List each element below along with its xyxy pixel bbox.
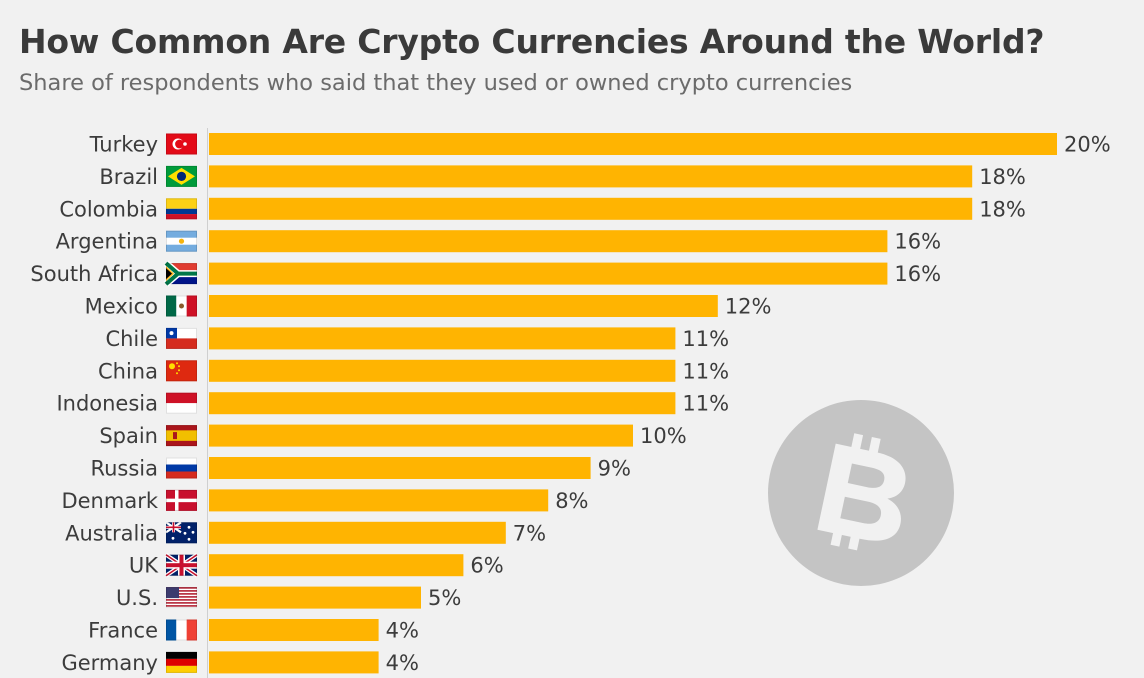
value-label: 4% <box>386 651 419 675</box>
turkey-flag-icon <box>166 133 197 155</box>
value-label: 10% <box>640 424 687 448</box>
us-flag-icon <box>166 587 197 609</box>
value-label: 5% <box>428 586 461 610</box>
spain-flag-icon <box>166 425 197 447</box>
china-flag-icon <box>166 360 197 382</box>
bar-u-s <box>209 586 421 609</box>
russia-flag-icon <box>166 457 197 479</box>
category-label: Brazil <box>99 165 158 189</box>
bar-australia <box>209 521 506 544</box>
value-label: 16% <box>894 262 941 286</box>
australia-flag-icon <box>165 521 197 544</box>
value-label: 6% <box>470 554 503 578</box>
south-africa-flag-icon <box>163 260 197 287</box>
category-label: Turkey <box>89 133 158 157</box>
bitcoin-icon <box>768 400 954 586</box>
germany-flag-icon <box>166 651 197 673</box>
bar-indonesia <box>209 392 676 415</box>
value-label: 12% <box>725 295 772 319</box>
category-label: Mexico <box>85 295 158 319</box>
category-label: Indonesia <box>56 392 158 416</box>
denmark-flag-icon <box>166 489 197 511</box>
category-label: Australia <box>65 521 158 545</box>
value-label: 18% <box>979 197 1026 221</box>
argentina-flag-icon <box>166 230 197 252</box>
bar-germany <box>209 651 379 674</box>
france-flag-icon <box>166 619 197 641</box>
category-label: Denmark <box>61 489 158 513</box>
value-label: 7% <box>513 521 546 545</box>
category-label: UK <box>129 554 159 578</box>
category-label: Russia <box>90 457 158 481</box>
value-label: 18% <box>979 165 1026 189</box>
indonesia-flag-icon <box>166 392 197 414</box>
bar-russia <box>209 457 591 479</box>
mexico-flag-icon <box>166 295 197 317</box>
bar-china <box>209 359 676 382</box>
chart-subtitle: Share of respondents who said that they … <box>19 70 853 96</box>
bar-uk <box>209 554 464 577</box>
value-label: 16% <box>894 230 941 254</box>
category-label: Germany <box>61 651 158 675</box>
value-label: 9% <box>598 457 631 481</box>
bar-spain <box>209 424 633 447</box>
category-label: Argentina <box>56 230 158 254</box>
colombia-flag-icon <box>166 198 197 220</box>
category-label: Chile <box>105 327 158 351</box>
category-label: France <box>88 619 158 643</box>
category-label: Colombia <box>59 197 158 221</box>
value-label: 11% <box>682 392 729 416</box>
bar-mexico <box>209 295 718 317</box>
category-label: Spain <box>99 424 158 448</box>
uk-flag-icon <box>164 553 199 578</box>
bar-turkey <box>209 133 1057 155</box>
category-label: China <box>98 359 158 383</box>
value-label: 8% <box>555 489 588 513</box>
category-label: South Africa <box>30 262 158 286</box>
bar-argentina <box>209 230 888 253</box>
chile-flag-icon <box>166 327 197 349</box>
bar-chile <box>209 327 676 350</box>
bar-brazil <box>209 165 973 188</box>
bar-south-africa <box>209 262 888 285</box>
value-label: 11% <box>682 327 729 351</box>
bar-france <box>209 619 379 641</box>
brazil-flag-icon <box>166 165 197 187</box>
value-label: 4% <box>386 619 419 643</box>
chart-title: How Common Are Crypto Currencies Around … <box>19 22 1045 61</box>
value-label: 20% <box>1064 133 1111 157</box>
bar-denmark <box>209 489 549 512</box>
value-label: 11% <box>682 359 729 383</box>
category-label: U.S. <box>116 586 158 610</box>
bar-colombia <box>209 197 973 220</box>
